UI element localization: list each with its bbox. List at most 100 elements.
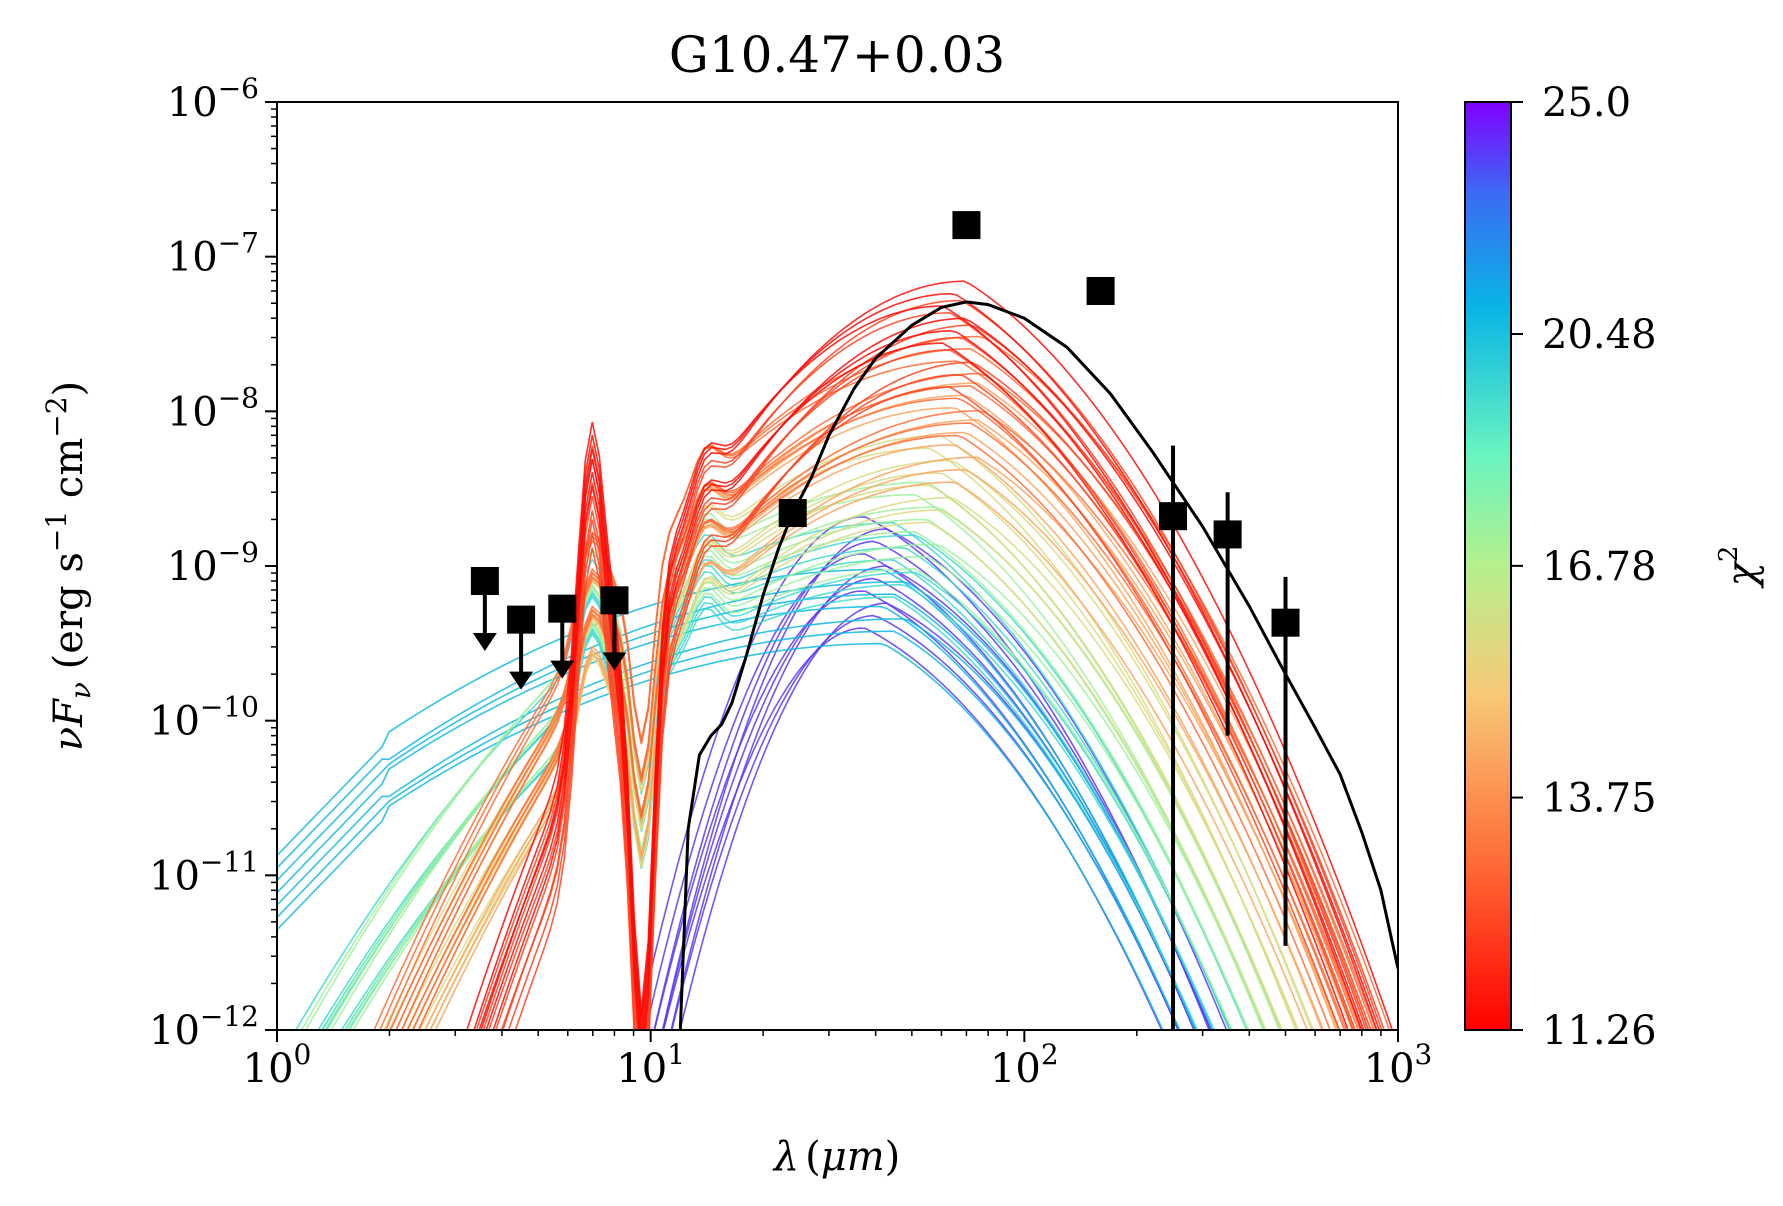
model-sed-curve (670, 565, 1212, 1030)
x-axis-label: λ (μm) (772, 1134, 901, 1180)
model-sed-curve (379, 347, 1375, 1030)
colorbar-ticks: 25.0 20.48 16.78 13.75 11.26 (1511, 80, 1657, 1054)
model-sed-curve (500, 386, 1341, 1030)
colorbar-tick-label: 13.75 (1542, 776, 1657, 822)
model-sed-curve (480, 280, 1394, 1030)
y-tick-label: 10−8 (167, 381, 259, 435)
colorbar-tick-label: 11.26 (1542, 1008, 1657, 1054)
y-tick-label: 10−9 (167, 536, 259, 590)
model-sed-curve (401, 372, 1377, 1030)
x-tick-label: 102 (990, 1038, 1059, 1092)
y-tick-label: 10−10 (149, 691, 259, 745)
x-label-symbol: λ (772, 1134, 799, 1180)
best-fit-sed (678, 300, 1398, 1030)
observed-flux-marker (1159, 502, 1188, 531)
model-sed-curve (277, 642, 1164, 1030)
observed-fluxes (470, 211, 1300, 1030)
model-sed-curve (492, 317, 1381, 1030)
model-sed-curve (424, 509, 1283, 1030)
model-sed-curve (636, 516, 1210, 1030)
y-label-f: F (46, 698, 92, 728)
colorbar-label: χ2 (1714, 546, 1765, 590)
y-tick-label: 10−6 (167, 72, 259, 126)
colorbar-label-base: χ (1719, 559, 1765, 589)
observed-flux-marker (548, 594, 577, 623)
model-sed-curve (487, 349, 1354, 1030)
model-sed-curve (429, 468, 1325, 1030)
best-fit-line (678, 300, 1398, 1030)
model-sed-curve (466, 305, 1363, 1030)
x-axis: 100 101 102 103 (243, 1030, 1433, 1092)
model-sed-curve (277, 618, 1198, 1030)
upper-limit-arrow-head (550, 660, 575, 679)
model-sed-curve (485, 329, 1365, 1030)
model-sed-curve (478, 342, 1349, 1030)
model-sed-curve (322, 530, 1249, 1030)
upper-limit-arrow-head (602, 652, 627, 671)
model-sed-curve (645, 553, 1195, 1030)
colorbar-tick-label: 20.48 (1542, 312, 1657, 358)
model-sed-curve (424, 481, 1309, 1030)
model-sed-curve (300, 493, 1264, 1030)
chart-title: G10.47+0.03 (669, 26, 1005, 84)
colorbar-label-exp: 2 (1714, 546, 1744, 563)
model-sed-curve (277, 605, 1181, 1030)
y-axis-label: νFν (erg s−1 cm−2) (40, 381, 97, 751)
x-tick-label: 100 (243, 1038, 312, 1092)
model-seds (277, 280, 1394, 1030)
model-sed-curve (395, 385, 1361, 1030)
model-sed-curve (277, 568, 1197, 1030)
observed-flux-marker (778, 499, 807, 528)
model-sed-curve (507, 373, 1356, 1030)
model-sed-curve (661, 577, 1196, 1030)
model-sed-curve (653, 540, 1212, 1030)
x-tick-label: 101 (616, 1038, 685, 1092)
model-sed-curve (295, 521, 1231, 1030)
y-tick-label: 10−7 (167, 227, 259, 281)
upper-limit-arrow-head (472, 632, 497, 651)
model-sed-curve (317, 559, 1215, 1030)
model-sed-curve (343, 583, 1215, 1030)
model-sed-curve (502, 324, 1386, 1030)
model-sed-curve (344, 568, 1233, 1030)
model-sed-curve (434, 456, 1341, 1030)
colorbar-tick-label: 16.78 (1542, 544, 1657, 590)
y-tick-label: 10−12 (149, 1000, 259, 1054)
observed-flux-marker (507, 605, 536, 634)
y-label-mid: cm (46, 438, 92, 511)
y-label-sub: ν (64, 682, 97, 699)
colorbar-tick-label: 25.0 (1542, 80, 1631, 126)
observed-flux-marker (1213, 520, 1242, 549)
y-axis: 10−12 10−11 10−10 10−9 10−8 10−7 10−6 (149, 72, 277, 1054)
x-tick-label: 103 (1364, 1038, 1433, 1092)
observed-flux-marker (1086, 276, 1115, 305)
colorbar (1464, 101, 1512, 1031)
model-sed-curve (388, 434, 1313, 1030)
model-sed-curve (277, 580, 1214, 1030)
model-sed-curve (277, 630, 1181, 1030)
upper-limit-arrow-head (509, 671, 534, 690)
model-sed-curve (384, 335, 1391, 1030)
model-sed-curve (412, 422, 1348, 1030)
model-sed-curve (406, 434, 1331, 1030)
model-sed-curve (495, 336, 1370, 1030)
model-sed-curve (473, 292, 1378, 1030)
model-sed-curve (277, 593, 1197, 1030)
x-label-open: ( (805, 1134, 821, 1180)
observed-flux-marker (470, 566, 499, 595)
y-label-exp2: −2 (40, 396, 73, 437)
y-label-nu: ν (46, 727, 92, 751)
observed-flux-marker (1271, 608, 1300, 637)
model-sed-curve (662, 627, 1163, 1030)
model-sed-curve (400, 382, 1369, 1030)
y-label-exp1: −1 (40, 511, 73, 552)
plot-frame (276, 101, 1399, 1031)
model-sed-curve (661, 528, 1228, 1030)
model-sed-curve (475, 311, 1367, 1030)
observed-flux-marker (600, 586, 629, 615)
model-sed-curve (389, 397, 1346, 1030)
model-sed-curve (482, 299, 1383, 1030)
model-sed-curve (419, 521, 1267, 1030)
observed-flux-marker (952, 211, 981, 240)
